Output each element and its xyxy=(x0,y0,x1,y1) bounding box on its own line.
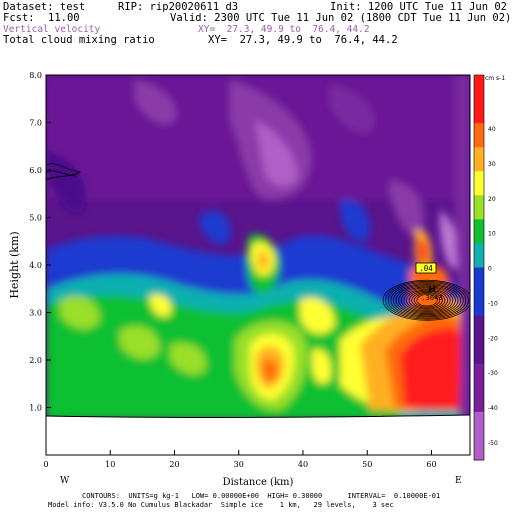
cloud-contour-line xyxy=(408,290,446,310)
x-axis-label: Distance (km) xyxy=(223,477,294,488)
vertical-velocity-field xyxy=(46,75,470,419)
color-legend-tick-label: 20 xyxy=(488,196,496,203)
cloud-contour-line xyxy=(413,293,441,308)
rip-label: RIP: rip20020611 d3 xyxy=(118,1,239,13)
cloud-contour-line xyxy=(411,292,443,309)
footer-contours-line: CONTOURS: UNITS=g kg-1 LOW= 0.00000E+00 … xyxy=(82,492,441,500)
footer-model-info-line: Model info: V3.5.0 No Cumulus Blackadar … xyxy=(48,501,394,509)
color-legend-frame xyxy=(473,74,485,461)
cloud-contour-line xyxy=(398,286,456,315)
field1-xy: XY= 27.3, 49.9 to 76.4, 44.2 xyxy=(198,24,370,35)
init-label: Init: 1200 UTC Tue 11 Jun 02 xyxy=(330,1,508,13)
x-tick-label: 40 xyxy=(298,460,308,469)
color-legend-swatch xyxy=(474,411,484,437)
color-legend-tick-label: -30 xyxy=(488,370,498,377)
y-tick-label: 2.0 xyxy=(29,356,42,365)
cloud-contour-line xyxy=(416,294,438,307)
fcst-label: Fcst: xyxy=(3,12,35,24)
y-tick-label: 8.0 xyxy=(29,71,42,80)
valid-label: Valid: 2300 UTC Tue 11 Jun 02 (1800 CDT … xyxy=(170,12,512,24)
y-axis-label: Height (km) xyxy=(8,231,21,298)
color-legend-tick-label: 40 xyxy=(488,126,496,133)
field1-name: Vertical velocity xyxy=(3,24,101,35)
y-tick-label: 5.0 xyxy=(29,214,42,223)
y-axis: 1.0 2.0 3.0 4.0 5.0 6.0 7.0 8.0 xyxy=(29,71,51,413)
color-legend-swatch xyxy=(474,243,484,268)
color-legend-tick-label: 0 xyxy=(488,266,492,273)
x-axis: 0 10 20 30 40 50 60 xyxy=(43,450,437,469)
cloud-contour-line xyxy=(385,281,469,320)
y-tick-label: 3.0 xyxy=(29,309,42,318)
cloud-contour-line xyxy=(395,285,459,316)
color-legend-swatch xyxy=(474,291,484,317)
y-tick-label: 6.0 xyxy=(29,166,42,175)
color-legend-unit: cm s-1 xyxy=(485,75,505,82)
color-legend-swatch xyxy=(474,219,484,244)
field2-name: Total cloud mixing ratio xyxy=(3,34,155,46)
dataset-label: Dataset: test xyxy=(3,1,86,13)
color-legend-swatch xyxy=(474,435,484,461)
cloud-contour-line xyxy=(393,284,461,317)
cloud-mixing-ratio-contours xyxy=(382,279,470,321)
color-legend-swatch xyxy=(474,171,484,196)
color-legend-tick-label: -20 xyxy=(488,335,498,342)
color-legend-tick-label: 30 xyxy=(488,161,496,168)
x-tick-label: 50 xyxy=(362,460,372,469)
x-tick-label: 30 xyxy=(234,460,244,469)
color-legend-swatch xyxy=(474,267,484,293)
color-legend-swatch xyxy=(474,363,484,389)
color-legend: 40 30 20 10 0 -10 -20 -30 -40 -50 xyxy=(473,74,498,461)
contour-value-label: .04 xyxy=(419,264,433,273)
cloud-contour-line xyxy=(406,289,448,311)
color-legend-swatch xyxy=(474,147,484,172)
fcst-value: 11.00 xyxy=(48,12,80,24)
color-legend-swatch xyxy=(474,75,484,100)
upper-left-cloud-contour xyxy=(46,163,82,181)
color-legend-tick-label: -40 xyxy=(488,405,498,412)
cloud-contour-line xyxy=(382,279,470,321)
color-legend-swatch xyxy=(474,387,484,413)
x-tick-label: 60 xyxy=(426,460,436,469)
color-legend-swatch xyxy=(474,195,484,220)
color-legend-swatch xyxy=(474,123,484,148)
color-legend-tick-label: -10 xyxy=(488,300,498,307)
field2-xy: XY= 27.3, 49.9 to 76.4, 44.2 xyxy=(208,34,398,46)
x-tick-label: 20 xyxy=(169,460,179,469)
maximum-marker-letter: H xyxy=(428,285,436,295)
x-tick-label: 10 xyxy=(105,460,115,469)
x-tick-label: 0 xyxy=(43,460,48,469)
x-axis-east-label: E xyxy=(455,476,462,486)
y-tick-label: 4.0 xyxy=(29,261,42,270)
color-legend-tick-label: -50 xyxy=(488,440,498,447)
y-tick-label: 1.0 xyxy=(29,404,42,413)
color-legend-tick-label: 10 xyxy=(488,231,496,238)
maximum-marker-value: .3643 xyxy=(421,294,442,302)
color-legend-swatch xyxy=(474,99,484,124)
contour-value-box xyxy=(415,262,437,274)
cloud-contour-line xyxy=(403,288,451,312)
cloud-contour-line xyxy=(387,282,467,319)
cloud-contour-line xyxy=(390,283,464,318)
cloud-contour-line xyxy=(400,287,454,313)
color-legend-swatch xyxy=(474,315,484,341)
y-tick-label: 7.0 xyxy=(29,119,42,128)
color-legend-swatch xyxy=(474,339,484,365)
x-axis-west-label: W xyxy=(60,476,70,486)
